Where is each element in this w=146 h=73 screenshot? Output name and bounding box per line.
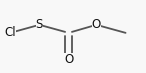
Text: S: S (36, 18, 43, 31)
Text: O: O (64, 53, 73, 66)
Text: Cl: Cl (4, 26, 16, 39)
Text: O: O (92, 18, 101, 31)
